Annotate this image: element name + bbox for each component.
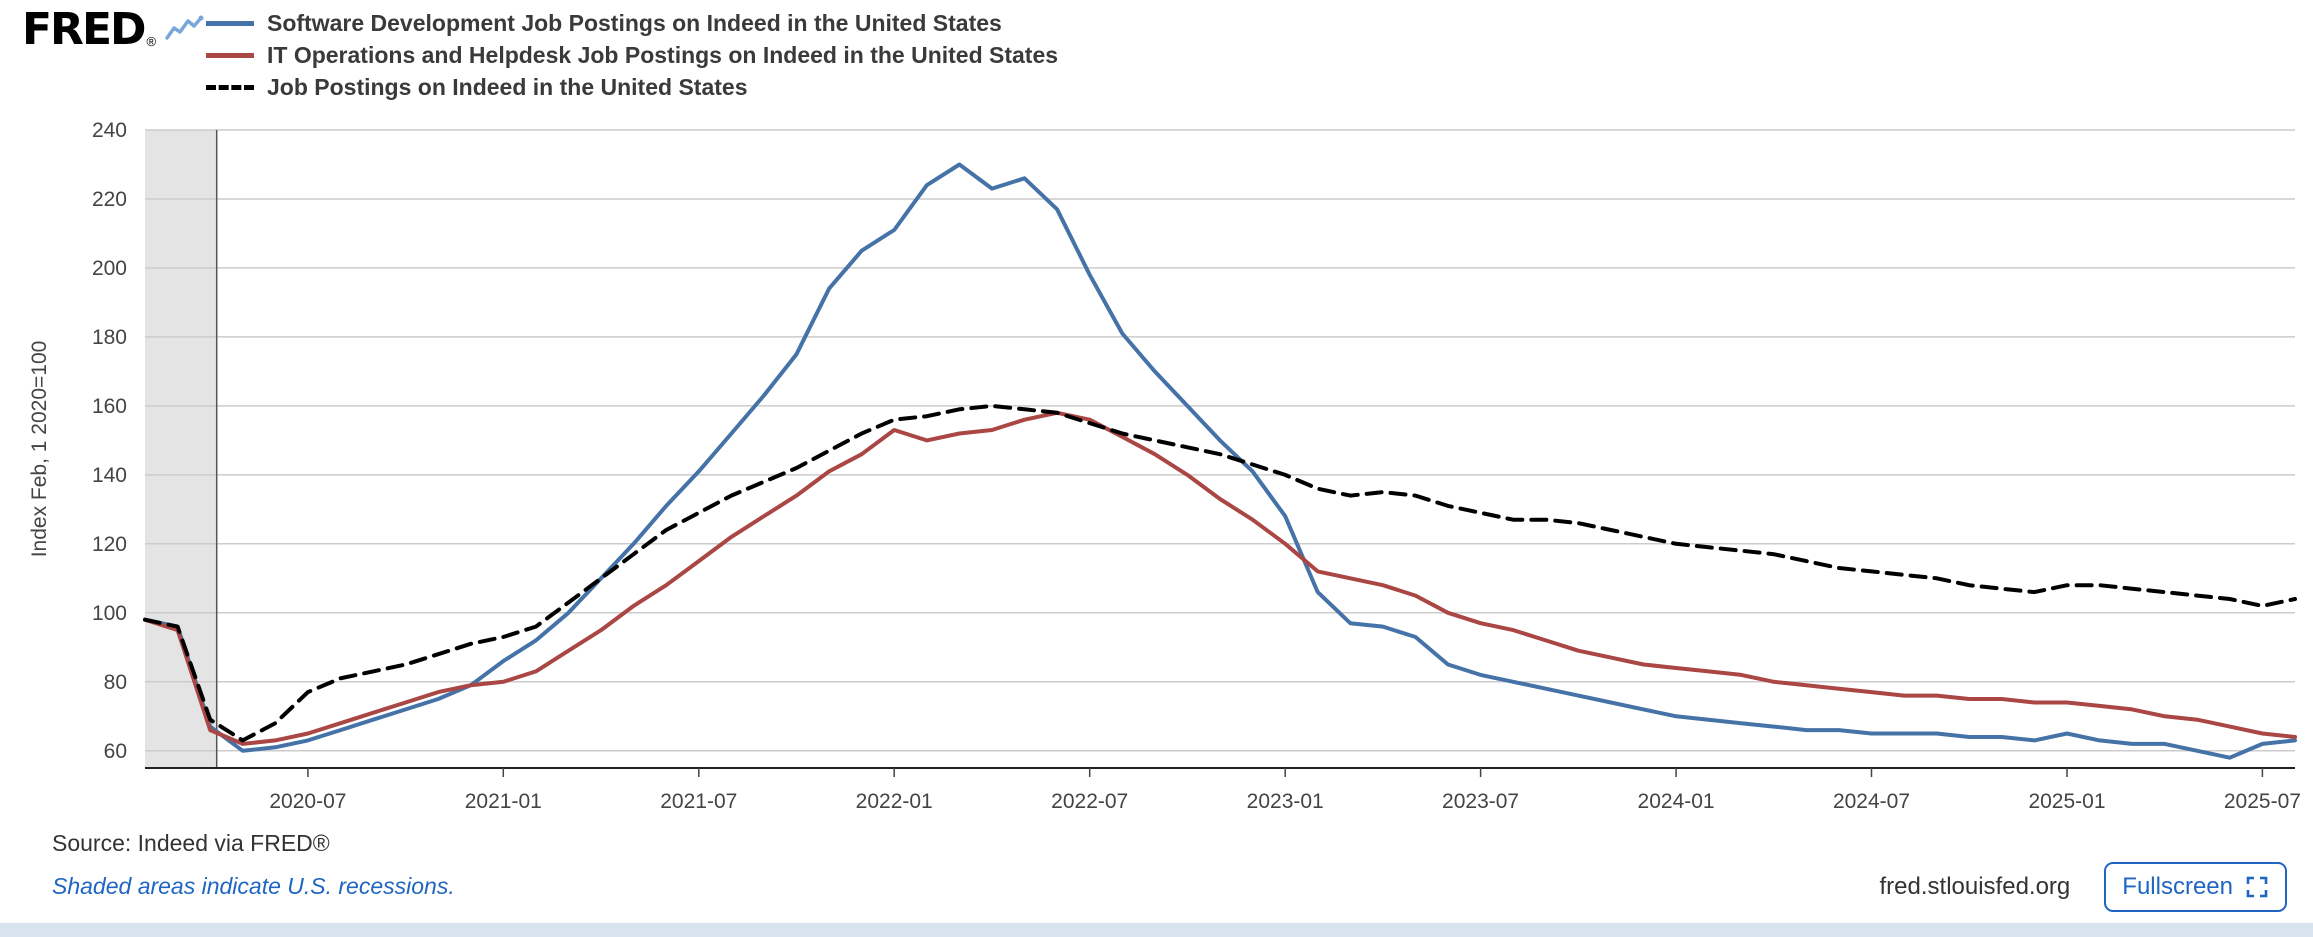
- svg-text:2024-07: 2024-07: [1833, 790, 1910, 813]
- svg-text:120: 120: [92, 533, 127, 556]
- fred-logo-text: FRED: [22, 4, 147, 55]
- recession-note-link[interactable]: Shaded areas indicate U.S. recessions.: [52, 873, 455, 899]
- legend-label: Job Postings on Indeed in the United Sta…: [267, 73, 748, 100]
- y-axis-label: Index Feb, 1 2020=100: [28, 341, 51, 558]
- chart-canvas[interactable]: 60 80 100 120 140 160 180 200 220 240 2020-07 2021-…: [0, 105, 2313, 817]
- legend-item-it-operations[interactable]: IT Operations and Helpdesk Job Postings …: [206, 39, 1058, 71]
- legend: Software Development Job Postings on Ind…: [206, 7, 1058, 103]
- recession-band: [145, 130, 217, 768]
- svg-text:2022-01: 2022-01: [856, 790, 933, 813]
- legend-item-all-job-postings[interactable]: Job Postings on Indeed in the United Sta…: [206, 71, 1058, 103]
- svg-text:2021-07: 2021-07: [660, 790, 737, 813]
- fullscreen-button-label: Fullscreen: [2122, 873, 2233, 900]
- fred-logo-registered-mark: ®: [146, 34, 157, 49]
- svg-text:2020-07: 2020-07: [269, 790, 346, 813]
- legend-swatch-all-job-postings: [206, 84, 254, 90]
- legend-label: Software Development Job Postings on Ind…: [267, 9, 1002, 36]
- fred-logo[interactable]: FRED ®: [22, 8, 204, 52]
- svg-text:2024-01: 2024-01: [1638, 790, 1715, 813]
- fred-sparkline-icon: [165, 15, 204, 40]
- svg-text:100: 100: [92, 602, 127, 625]
- svg-text:180: 180: [92, 326, 127, 349]
- svg-text:60: 60: [104, 740, 127, 763]
- series-line: [143, 403, 2297, 743]
- site-url-text: fred.stlouisfed.org: [1879, 873, 2071, 900]
- source-text: Source: Indeed via FRED®: [52, 830, 330, 856]
- legend-label: IT Operations and Helpdesk Job Postings …: [267, 41, 1059, 68]
- svg-text:200: 200: [92, 257, 127, 280]
- svg-text:2023-07: 2023-07: [1442, 790, 1519, 813]
- fullscreen-button[interactable]: Fullscreen: [2104, 862, 2287, 912]
- svg-text:80: 80: [104, 671, 127, 694]
- svg-text:2025-01: 2025-01: [2028, 790, 2105, 813]
- svg-text:240: 240: [92, 119, 127, 142]
- svg-text:2025-07: 2025-07: [2224, 790, 2301, 813]
- footer-right: fred.stlouisfed.org Fullscreen: [1879, 862, 2287, 912]
- bottom-accent-strip: [0, 923, 2313, 937]
- svg-text:2022-07: 2022-07: [1051, 790, 1128, 813]
- svg-text:2023-01: 2023-01: [1247, 790, 1324, 813]
- legend-item-software-development[interactable]: Software Development Job Postings on Ind…: [206, 7, 1058, 39]
- svg-text:140: 140: [92, 464, 127, 487]
- svg-text:2021-01: 2021-01: [465, 790, 542, 813]
- svg-text:220: 220: [92, 188, 127, 211]
- fullscreen-expand-icon: [2246, 876, 2268, 898]
- legend-swatch-software-development: [206, 20, 254, 26]
- svg-text:160: 160: [92, 395, 127, 418]
- series-line: [143, 410, 2297, 746]
- series-line: [143, 162, 2297, 760]
- legend-swatch-it-operations: [206, 52, 254, 58]
